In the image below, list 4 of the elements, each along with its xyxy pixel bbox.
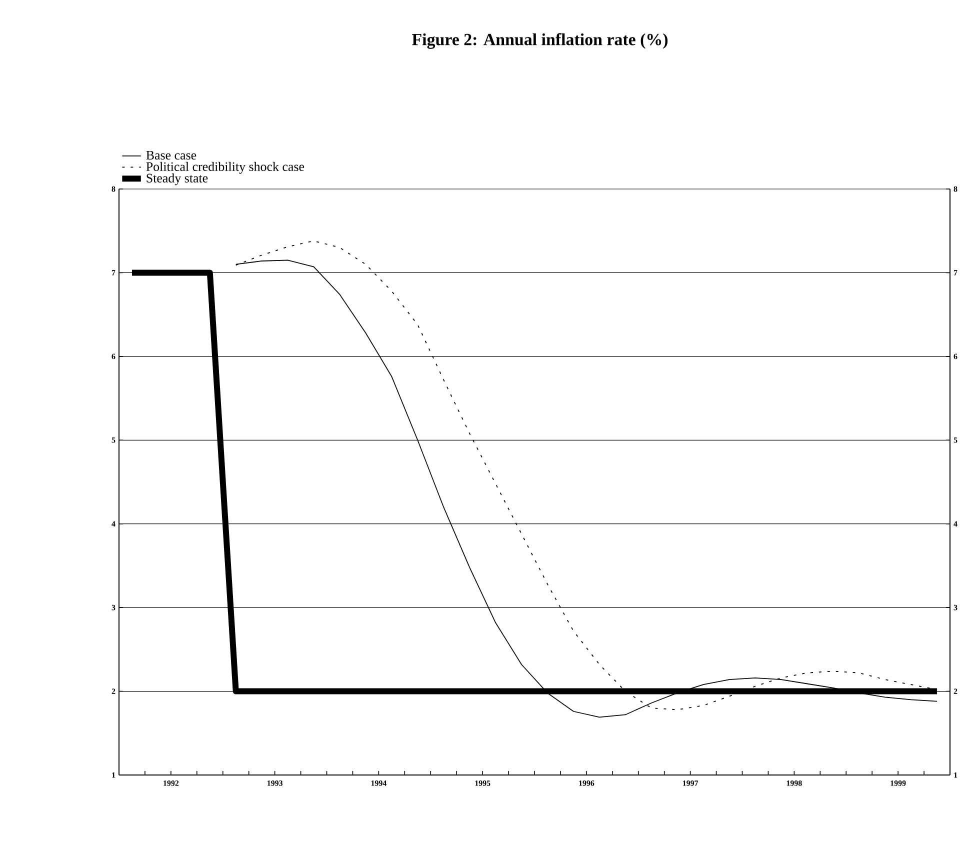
chart-title: Figure 2: Annual inflation rate (%) xyxy=(412,33,668,49)
legend-label: Base case xyxy=(146,150,196,160)
legend-label: Political credibility shock case xyxy=(146,162,304,174)
legend-label: Steady state xyxy=(146,173,208,186)
